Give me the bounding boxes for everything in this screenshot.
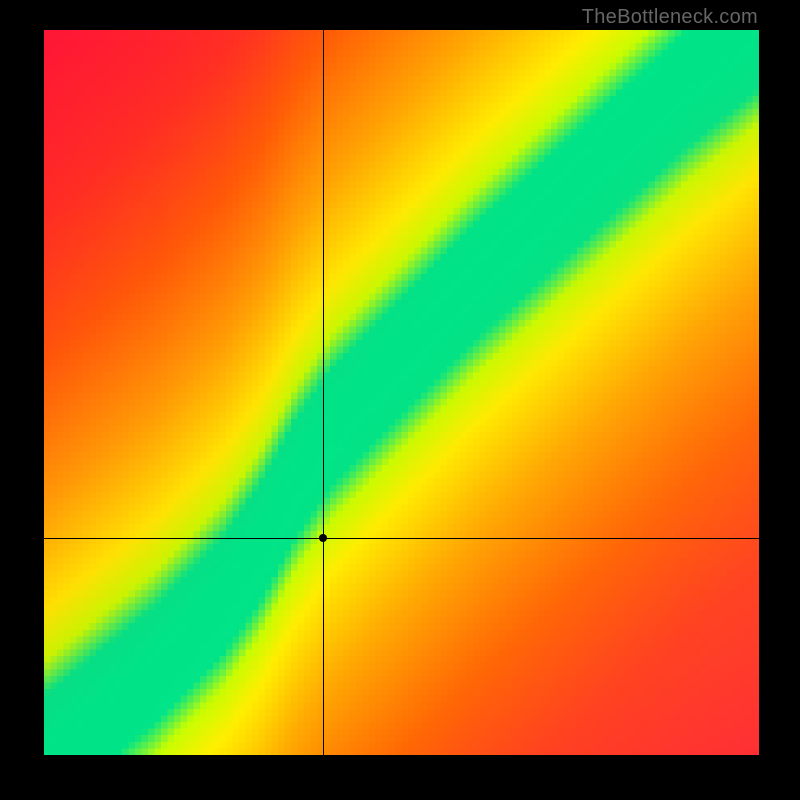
crosshair-vertical <box>323 30 324 755</box>
watermark-text: TheBottleneck.com <box>582 6 758 29</box>
crosshair-marker <box>319 534 327 542</box>
bottleneck-heatmap <box>44 30 759 755</box>
heatmap-canvas <box>44 30 759 755</box>
crosshair-horizontal <box>44 538 759 539</box>
